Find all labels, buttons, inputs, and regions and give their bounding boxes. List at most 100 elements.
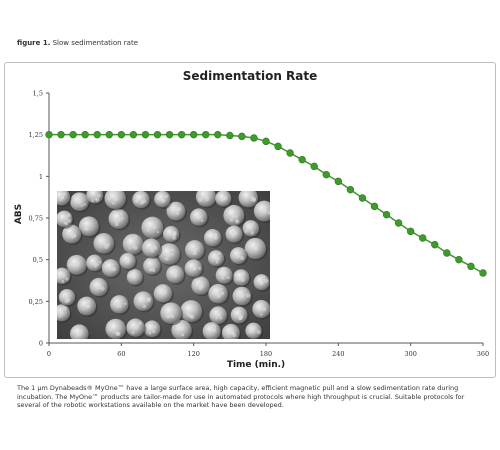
- data-point: [443, 249, 451, 257]
- bead-texture: [75, 263, 79, 267]
- bead-texture: [248, 243, 252, 248]
- x-tick-label: 240: [332, 350, 344, 358]
- bead-texture: [104, 244, 109, 250]
- data-point: [129, 130, 138, 139]
- bead-texture: [249, 227, 253, 230]
- bead-texture: [165, 314, 170, 319]
- bead-texture: [84, 227, 87, 231]
- bead-texture: [183, 307, 187, 311]
- bead-texture: [175, 208, 180, 213]
- bead-texture: [114, 222, 119, 227]
- bead-texture: [240, 276, 243, 279]
- bead-texture: [58, 315, 62, 318]
- data-point: [250, 134, 258, 142]
- bead-texture: [258, 303, 262, 307]
- bead: [238, 191, 259, 208]
- bead-texture: [110, 191, 114, 196]
- bead-texture: [208, 329, 211, 332]
- bead-texture: [108, 322, 113, 327]
- bead-texture: [171, 253, 174, 256]
- bead-texture: [237, 308, 241, 312]
- bead-texture: [133, 271, 137, 275]
- bead-texture: [192, 250, 197, 256]
- bead-texture: [86, 299, 91, 304]
- bead-texture: [96, 263, 100, 267]
- bead-texture: [61, 280, 65, 283]
- data-point: [141, 130, 150, 139]
- bead-texture: [248, 326, 253, 331]
- bead-texture: [215, 260, 219, 264]
- bead-texture: [109, 266, 113, 270]
- bead-texture: [198, 266, 201, 270]
- bead-texture: [65, 277, 69, 281]
- data-point: [262, 137, 270, 146]
- bead-texture: [234, 219, 240, 224]
- bead-texture: [221, 267, 226, 272]
- bead-texture: [93, 262, 97, 266]
- bead-texture: [240, 294, 243, 298]
- bead-texture: [241, 271, 245, 276]
- chart-labels: 0 60 120 180 240 300 360 0 0,25 0,5 0,75 1 1,25 1,5 Ti…: [14, 90, 489, 371]
- bead-texture: [192, 247, 197, 252]
- bead-texture: [260, 313, 263, 317]
- bead-texture: [113, 218, 119, 223]
- bead-texture: [149, 261, 153, 265]
- bead-texture: [234, 215, 238, 219]
- bead-texture: [220, 291, 225, 296]
- bead-texture: [180, 327, 184, 331]
- bead-texture: [112, 302, 116, 306]
- data-point: [238, 132, 246, 141]
- bead-texture: [146, 297, 151, 303]
- bead-texture: [200, 219, 204, 222]
- data-point: [202, 130, 210, 139]
- bead-texture: [221, 271, 226, 276]
- bead-texture: [64, 294, 69, 298]
- bead-texture: [124, 302, 127, 306]
- figure-label: figure 1.: [17, 39, 51, 47]
- bead-texture: [214, 257, 218, 260]
- bead-texture: [134, 199, 139, 204]
- bead-texture: [152, 269, 156, 273]
- data-point: [310, 162, 318, 171]
- bead-texture: [226, 276, 230, 280]
- bead-texture: [131, 274, 136, 279]
- bead-texture: [131, 331, 135, 335]
- bead-texture: [162, 289, 167, 294]
- data-point: [57, 130, 65, 139]
- bead: [160, 302, 182, 324]
- bead-texture: [117, 217, 121, 222]
- bead-texture: [86, 304, 90, 309]
- bead-texture: [115, 301, 120, 306]
- bead-texture: [150, 248, 155, 253]
- y-tick-label: 0,25: [29, 298, 43, 306]
- bead-texture: [240, 277, 245, 283]
- bead-texture: [216, 293, 221, 299]
- bead-texture: [147, 263, 151, 266]
- bead-texture: [71, 262, 76, 267]
- bead: [133, 291, 154, 312]
- data-point: [298, 155, 306, 164]
- bead-texture: [264, 278, 269, 283]
- bead-texture: [142, 199, 147, 204]
- bead-texture: [77, 199, 82, 204]
- bead-texture: [252, 330, 255, 333]
- data-point: [117, 130, 126, 139]
- bead-texture: [132, 242, 135, 245]
- bead-texture: [251, 222, 255, 225]
- bead-texture: [215, 316, 218, 320]
- bead-texture: [108, 327, 113, 331]
- bead-texture: [63, 221, 67, 225]
- data-point: [165, 130, 174, 139]
- bead: [180, 300, 203, 323]
- bead-texture: [170, 269, 175, 274]
- bead-texture: [161, 198, 164, 202]
- bead-texture: [128, 247, 131, 250]
- bead-texture: [142, 304, 147, 309]
- bead-texture: [94, 265, 98, 269]
- bead-texture: [172, 208, 175, 211]
- bead-texture: [250, 231, 255, 235]
- bead-texture: [215, 309, 219, 312]
- bead-texture: [213, 325, 217, 328]
- data-point: [358, 194, 367, 202]
